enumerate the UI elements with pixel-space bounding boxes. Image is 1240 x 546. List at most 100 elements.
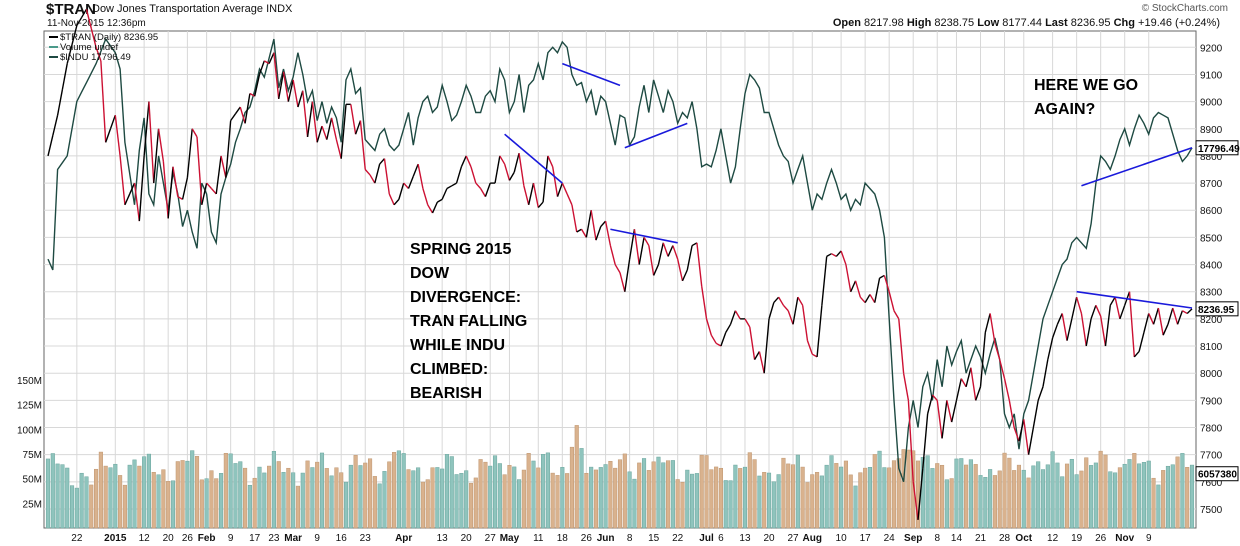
tran-series-segment <box>653 264 660 276</box>
annotation-here-we-go: HERE WE GO AGAIN? <box>1034 77 1139 118</box>
x-tick-label: 20 <box>461 533 473 544</box>
tran-series-segment <box>244 93 251 124</box>
volume-bar <box>1074 474 1079 529</box>
y-tick-label: 9000 <box>1200 98 1223 109</box>
tran-series-segment <box>268 52 275 64</box>
tran-series-segment <box>888 291 895 311</box>
x-tick-label: 8 <box>934 533 940 544</box>
volume-bar <box>473 477 478 529</box>
tran-series-segment <box>374 163 381 184</box>
volume-bar <box>267 465 272 529</box>
tran-series-segment <box>201 182 208 205</box>
tran-series-segment <box>1162 324 1169 336</box>
volume-bar <box>276 461 281 529</box>
tran-series-segment <box>503 163 511 181</box>
tran-series-segment <box>874 278 881 303</box>
volume-bar <box>1079 470 1084 529</box>
volume-bar <box>1137 463 1142 529</box>
tran-series-segment <box>1080 313 1087 347</box>
volume-bar <box>209 470 214 529</box>
volume-bar <box>887 467 892 529</box>
y-tick-label: 8000 <box>1200 369 1223 380</box>
tran-series-segment <box>350 104 357 135</box>
tran-series-segment <box>922 413 929 469</box>
volume-bar <box>127 464 132 529</box>
volume-bar <box>1161 470 1166 529</box>
tran-series-segment <box>76 17 83 26</box>
tran-series-segment <box>523 185 530 205</box>
x-tick-label: 13 <box>437 533 449 544</box>
volume-bar <box>545 452 550 529</box>
volume-bar <box>411 470 416 529</box>
volume-bar <box>103 465 108 529</box>
volume-bar <box>190 450 195 529</box>
volume-bar <box>1002 452 1007 529</box>
x-tick-label: 21 <box>975 533 987 544</box>
volume-bar <box>656 456 661 529</box>
volume-bar <box>204 478 209 529</box>
volume-bar <box>584 472 589 529</box>
volume-bar <box>882 467 887 529</box>
tran-series-segment <box>1182 310 1188 315</box>
volume-bar <box>978 475 983 529</box>
x-tick-label: 13 <box>739 533 751 544</box>
volume-bar <box>1108 471 1113 529</box>
y-tick-label: 7700 <box>1200 451 1223 462</box>
trendline <box>562 62 621 87</box>
x-tick-label: 27 <box>485 533 497 544</box>
x-tick-label: 15 <box>648 533 660 544</box>
tran-series-segment <box>797 296 804 306</box>
volume-bar <box>425 479 430 529</box>
volume-bar <box>723 480 728 529</box>
tran-series-segment <box>1032 400 1039 428</box>
volume-bar <box>1180 453 1185 529</box>
volume-bar <box>603 464 608 529</box>
y-tick-label: 8800 <box>1200 152 1223 163</box>
tran-series-segment <box>465 155 472 168</box>
volume-bar <box>401 453 406 529</box>
volume-bar <box>805 482 810 529</box>
volume-bar <box>718 467 723 529</box>
tran-series-segment <box>403 182 410 189</box>
tran-series-segment <box>441 188 448 200</box>
tran-series-segment <box>926 394 934 415</box>
tran-series-segment <box>624 259 631 292</box>
volume-bar <box>45 458 51 529</box>
tran-series-segment <box>734 310 741 320</box>
tran-series-segment <box>1172 307 1179 325</box>
volume-bar <box>714 466 719 529</box>
tran-series-segment <box>826 253 832 258</box>
volume-bar <box>1012 470 1017 529</box>
tran-series-segment <box>604 220 612 246</box>
tran-series-segment <box>979 332 987 387</box>
tran-series-segment <box>763 318 770 374</box>
volume-bar <box>430 467 435 529</box>
volume-bar <box>1146 460 1151 529</box>
tran-series-segment <box>407 176 414 189</box>
tran-series-segment <box>787 310 794 325</box>
tran-series-segment <box>648 245 655 276</box>
x-tick-label: Aug <box>803 533 822 544</box>
volume-bar <box>396 450 401 529</box>
tran-series-segment <box>119 155 126 205</box>
tran-series-segment <box>792 297 799 325</box>
volume-bar <box>122 484 127 529</box>
volume-bar <box>685 469 690 529</box>
tran-series-segment <box>580 228 587 238</box>
x-tick-label: 16 <box>336 533 348 544</box>
tran-series-segment <box>576 228 582 233</box>
tran-series-segment <box>912 481 919 520</box>
tran-series-segment <box>105 128 112 143</box>
volume-bar <box>733 464 738 529</box>
volume-bar <box>300 472 305 529</box>
tran-series-segment <box>186 128 193 178</box>
volume-bar <box>531 460 536 529</box>
volume-tick-label: 125M <box>17 401 42 412</box>
x-tick-label: Mar <box>284 533 302 544</box>
volume-bar <box>1045 464 1050 529</box>
tran-series-segment <box>686 245 693 271</box>
tran-series-segment <box>153 128 160 184</box>
tran-series-segment <box>691 242 698 247</box>
tran-series-segment <box>811 353 818 358</box>
